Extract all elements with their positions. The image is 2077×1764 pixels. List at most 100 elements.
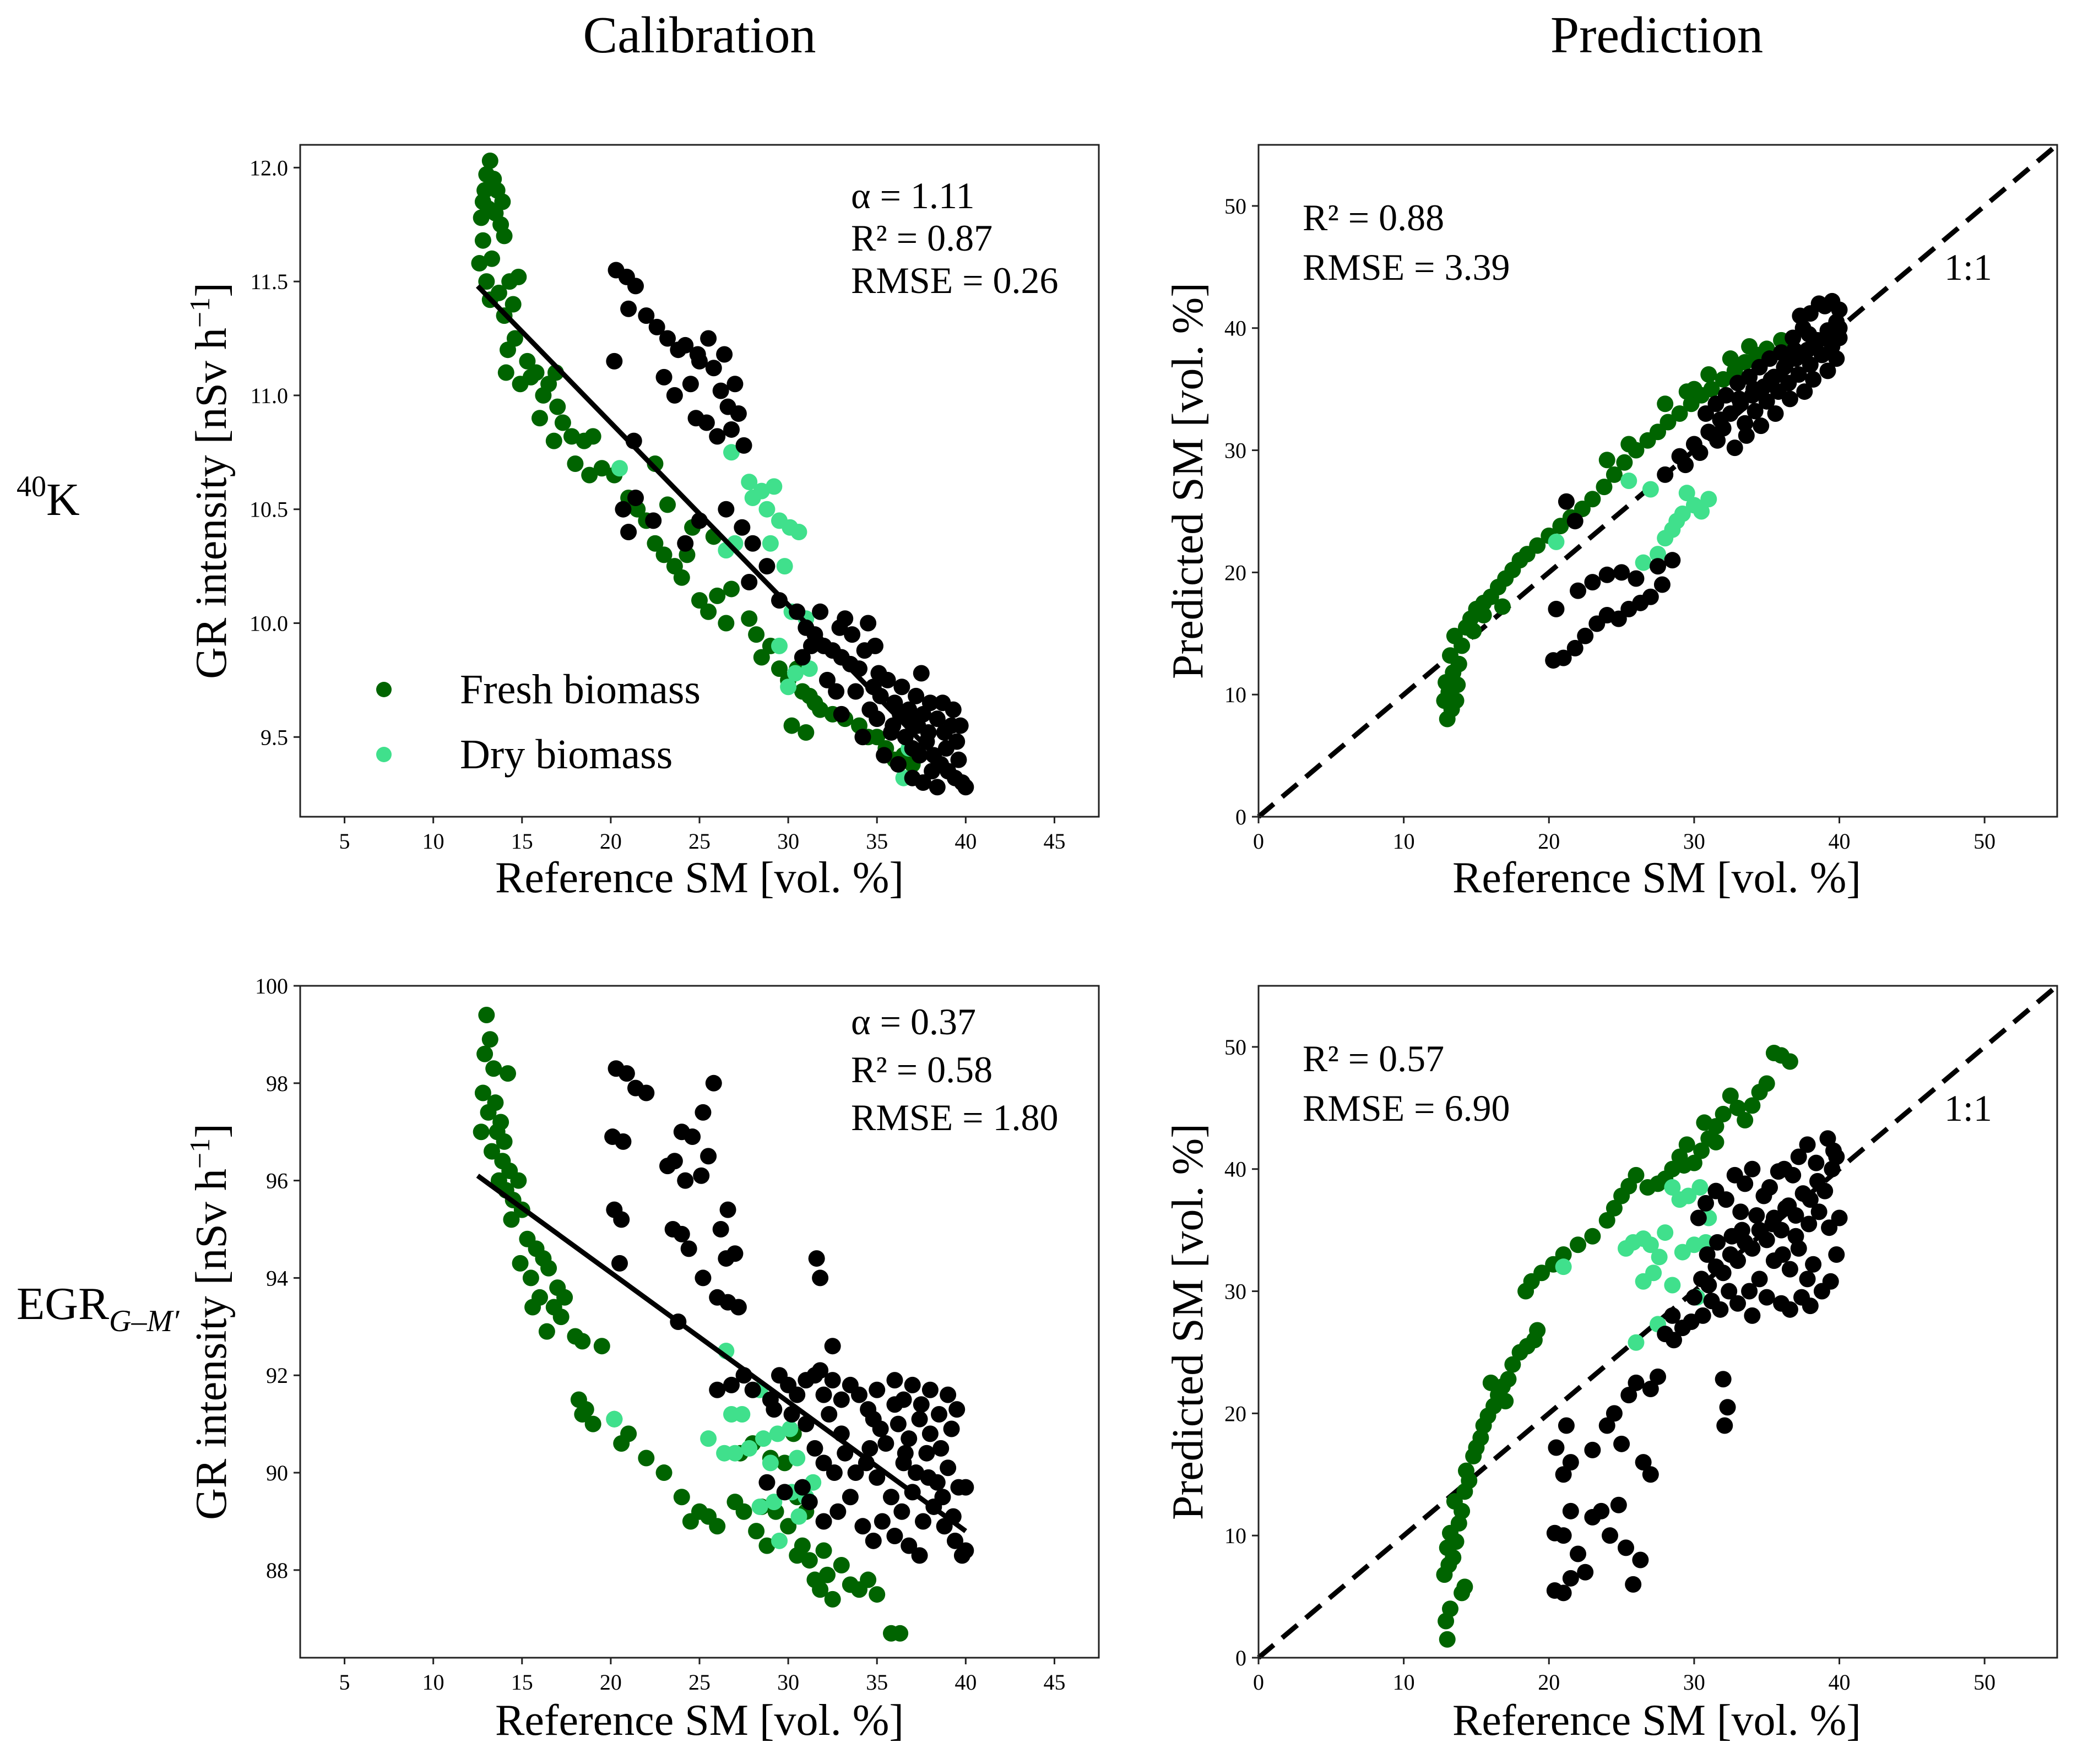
- point-reference: [911, 1410, 928, 1428]
- point-reference: [615, 1133, 632, 1150]
- point-reference: [1777, 356, 1794, 373]
- x-axis-ticks: 0 10 20 30 40 50: [1253, 1658, 1995, 1695]
- x-tick-label: 40: [955, 829, 977, 854]
- point-dry-biomass: [790, 1508, 807, 1525]
- point-reference: [695, 1269, 712, 1287]
- point-reference: [700, 1148, 717, 1165]
- point-fresh-biomass: [478, 273, 495, 290]
- panel-calibration-egr: 5 10 15 20 25 30 35 40 45 88 90 92 94 96 98 100 Refere…: [185, 974, 1100, 1745]
- point-reference: [815, 1513, 832, 1530]
- point-reference: [940, 1386, 957, 1403]
- point-fresh-biomass: [1494, 598, 1511, 615]
- y-tick-label: 98: [266, 1071, 288, 1096]
- point-reference: [1642, 1381, 1659, 1397]
- point-dry-biomass: [1650, 546, 1666, 563]
- y-axis-ticks: 88 90 92 94 96 98 100: [255, 974, 300, 1583]
- point-reference: [638, 307, 655, 324]
- one-to-one-line: [1257, 984, 2059, 1660]
- y-axis-label-main: GR intensity [nSv h: [187, 328, 236, 679]
- point-fresh-biomass: [860, 1571, 877, 1588]
- point-reference: [1821, 1219, 1838, 1236]
- point-reference: [865, 1532, 882, 1549]
- point-fresh-biomass: [655, 546, 673, 563]
- point-fresh-biomass: [1482, 1374, 1499, 1391]
- point-reference: [1816, 1182, 1834, 1199]
- point-reference: [1744, 1160, 1761, 1177]
- point-dry-biomass: [1664, 1277, 1681, 1294]
- point-fresh-biomass: [510, 268, 527, 285]
- x-tick-label: 50: [1973, 1670, 1995, 1695]
- y-tick-label: 10: [1224, 1523, 1246, 1548]
- point-fresh-biomass: [718, 615, 735, 632]
- stat-r2: R² = 0.57: [1303, 1038, 1444, 1079]
- point-fresh-biomass: [1671, 405, 1688, 422]
- point-reference: [1802, 1191, 1819, 1208]
- point-dry-biomass: [744, 490, 761, 507]
- point-reference: [1767, 405, 1784, 422]
- point-reference: [803, 637, 820, 654]
- point-reference: [1758, 1289, 1775, 1306]
- one-to-one-label: 1:1: [1944, 246, 1992, 288]
- x-tick-label: 10: [1393, 1670, 1415, 1695]
- point-fresh-biomass: [1678, 383, 1695, 400]
- point-fresh-biomass: [1628, 1166, 1645, 1184]
- x-tick-label: 20: [1538, 829, 1560, 854]
- point-reference: [920, 1469, 937, 1486]
- point-fresh-biomass: [503, 1211, 520, 1228]
- x-tick-label: 25: [688, 1670, 711, 1695]
- point-fresh-biomass: [556, 1289, 573, 1306]
- point-reference: [851, 1386, 867, 1403]
- point-fresh-biomass: [647, 535, 664, 552]
- point-dry-biomass: [771, 637, 788, 654]
- point-reference: [833, 1391, 850, 1408]
- point-reference: [1699, 1246, 1716, 1263]
- point-reference: [705, 1074, 722, 1092]
- point-reference: [682, 376, 699, 393]
- point-reference: [918, 1445, 935, 1462]
- point-reference: [854, 1518, 871, 1535]
- legend-fresh-marker: [376, 682, 392, 697]
- point-fresh-biomass: [1465, 622, 1482, 639]
- point-reference: [847, 683, 864, 700]
- point-reference: [645, 512, 662, 529]
- x-tick-label: 30: [1683, 1670, 1705, 1695]
- point-reference: [1799, 1136, 1816, 1153]
- y-axis-label: GR intensity [nSv h−1]: [185, 283, 236, 679]
- point-reference: [824, 1338, 841, 1355]
- point-reference: [1677, 457, 1694, 474]
- point-fresh-biomass: [1657, 395, 1674, 412]
- row-label-k40-base: K: [46, 474, 80, 525]
- point-reference: [934, 1489, 951, 1506]
- point-fresh-biomass: [1729, 1099, 1746, 1116]
- point-dry-biomass: [762, 535, 779, 552]
- panel-prediction-egr: 0 10 20 30 40 50 0 10 20 30 40 50 Reference SM [vo…: [1164, 984, 2059, 1745]
- point-fresh-biomass: [1700, 366, 1717, 383]
- point-reference: [945, 701, 962, 718]
- y-tick-label: 100: [255, 974, 288, 998]
- x-axis-label: Reference SM [vol. %]: [1452, 854, 1861, 902]
- point-reference: [806, 1440, 823, 1457]
- one-to-one-label: 1:1: [1944, 1087, 1992, 1129]
- point-reference: [815, 1386, 832, 1403]
- point-reference: [1737, 415, 1754, 432]
- point-fresh-biomass: [484, 250, 500, 267]
- point-reference: [1632, 1551, 1649, 1568]
- point-reference: [730, 1299, 747, 1316]
- y-axis-label-main: GR intensity [nSv h: [187, 1169, 236, 1520]
- point-dry-biomass: [606, 1410, 623, 1428]
- point-reference: [1825, 1142, 1842, 1159]
- point-reference: [1774, 1246, 1791, 1263]
- point-dry-biomass: [1691, 1179, 1709, 1196]
- x-tick-label: 5: [339, 829, 350, 854]
- point-fresh-biomass: [474, 1084, 491, 1101]
- point-reference: [1691, 444, 1709, 461]
- point-reference: [883, 1489, 899, 1506]
- point-reference: [1666, 1332, 1682, 1349]
- point-reference: [794, 1479, 811, 1496]
- y-tick-label: 10.0: [250, 611, 288, 636]
- legend: Fresh biomass Dry biomass: [376, 666, 701, 778]
- point-fresh-biomass: [500, 1065, 516, 1082]
- point-fresh-biomass: [574, 1405, 591, 1423]
- x-tick-label: 45: [1043, 829, 1065, 854]
- y-tick-label: 88: [266, 1558, 288, 1583]
